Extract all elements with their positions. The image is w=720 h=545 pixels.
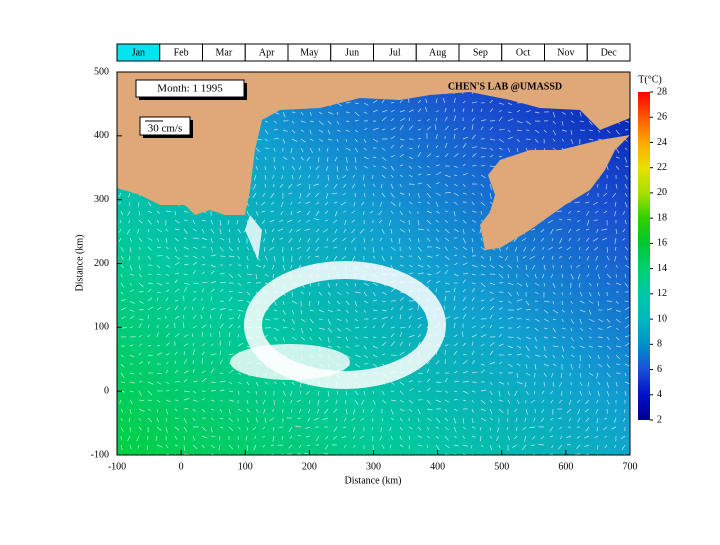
colorbar-tick-label: 8 <box>657 339 662 350</box>
vector <box>283 256 284 262</box>
colorbar-tick-label: 28 <box>657 86 667 97</box>
month-tab-label: Aug <box>429 47 446 58</box>
month-tab-label: Oct <box>516 47 531 58</box>
vector <box>175 400 178 401</box>
colorbar-tick-label: 4 <box>657 389 662 400</box>
x-tick-label: 600 <box>558 461 573 472</box>
x-tick-label: 0 <box>179 461 184 472</box>
month-tab-label: Jan <box>132 47 145 58</box>
colorbar-tick-label: 26 <box>657 112 667 123</box>
colorbar-tick-label: 20 <box>657 187 667 198</box>
colorbar-tick-label: 14 <box>657 263 667 274</box>
x-axis-label: Distance (km) <box>345 475 402 486</box>
colorbar-tick-label: 22 <box>657 162 667 173</box>
bank-front <box>230 344 350 380</box>
field <box>117 71 631 460</box>
colorbar-tick-label: 24 <box>657 137 667 148</box>
month-tab-label: Dec <box>601 47 618 58</box>
month-tabs: Jan Feb Mar Apr May Jun Jul Aug Sep Oct Nov Dec <box>117 44 630 61</box>
month-tab-label: Nov <box>557 47 574 58</box>
vector <box>534 373 535 377</box>
y-tick-label: 500 <box>94 66 109 77</box>
month-tab-label: Jul <box>389 47 401 58</box>
colorbar-tick-label: 12 <box>657 288 667 299</box>
colorbar-tick-label: 16 <box>657 238 667 249</box>
month-tab-label: Feb <box>174 47 189 58</box>
month-tab-label: Mar <box>216 47 233 58</box>
y-tick-label: 200 <box>94 258 109 269</box>
colorbar-tick-label: 18 <box>657 212 667 223</box>
y-tick-label: 400 <box>94 130 109 141</box>
vector <box>337 337 341 338</box>
colorbar-tick-label: 6 <box>657 364 662 375</box>
month-tab-label: Apr <box>259 47 275 58</box>
month-label: Month: 1 1995 <box>157 83 223 95</box>
colorbar-tick-label: 10 <box>657 313 667 324</box>
x-tick-label: 400 <box>430 461 445 472</box>
annotation: CHEN'S LAB @UMASSD <box>448 81 562 92</box>
colorbar <box>638 92 650 420</box>
y-axis-label: Distance (km) <box>74 235 85 292</box>
scale-label: 30 cm/s <box>148 123 183 135</box>
colorbar-tick-label: 2 <box>657 414 662 425</box>
month-tab-label: Jun <box>345 47 359 58</box>
month-tab-label: May <box>300 47 318 58</box>
y-tick-label: 300 <box>94 194 109 205</box>
x-tick-label: -100 <box>108 461 126 472</box>
y-tick-label: 0 <box>104 385 109 396</box>
colorbar-label: T(°C) <box>638 74 661 85</box>
x-tick-label: 100 <box>238 461 253 472</box>
x-tick-label: 300 <box>366 461 381 472</box>
x-tick-label: 500 <box>494 461 509 472</box>
y-tick-label: 100 <box>94 322 109 333</box>
x-tick-label: 200 <box>302 461 317 472</box>
month-tab-label: Sep <box>473 47 488 58</box>
x-tick-label: 700 <box>623 461 638 472</box>
y-tick-label: -100 <box>91 449 109 460</box>
